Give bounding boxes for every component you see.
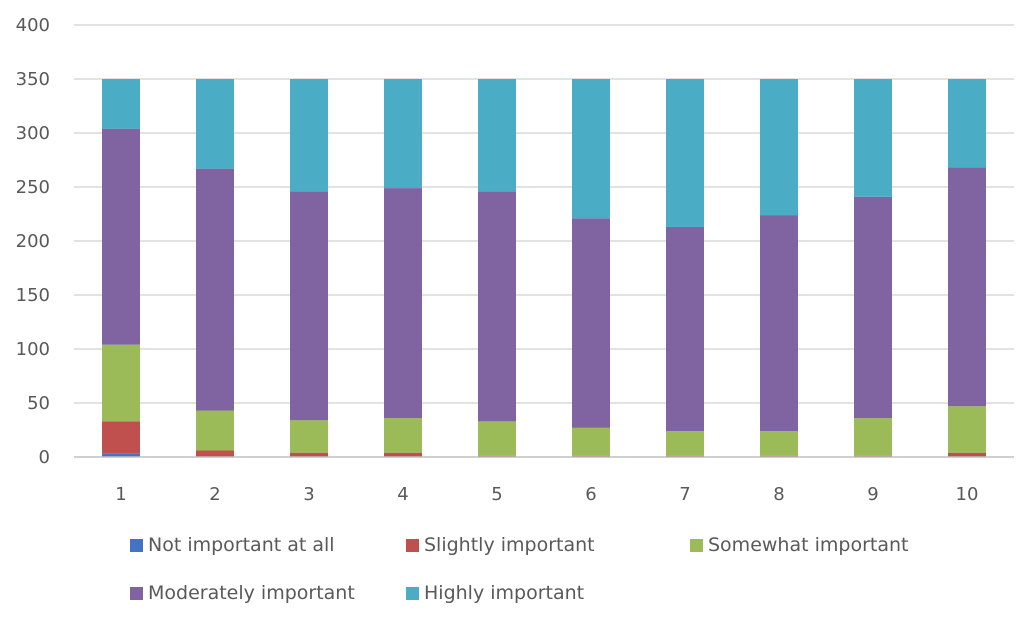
legend-label: Highly important [424, 582, 584, 604]
legend-swatch [130, 587, 143, 600]
bars [102, 79, 986, 457]
y-tick-label: 100 [16, 339, 50, 360]
x-tick-label: 8 [773, 484, 784, 505]
bar-segment-cat-2-series-3 [196, 168, 234, 411]
bar-segment-cat-3-series-2 [290, 420, 328, 453]
x-tick-label: 10 [956, 484, 979, 505]
bar-segment-cat-3-series-1 [290, 452, 328, 457]
bar-segment-cat-4-series-3 [384, 188, 422, 419]
y-tick-label: 50 [27, 393, 50, 414]
bar-segment-cat-7-series-3 [666, 226, 704, 432]
bar-segment-cat-6-series-4 [572, 79, 610, 219]
bar-segment-cat-3-series-3 [290, 191, 328, 421]
legend-swatch [406, 587, 419, 600]
bar-segment-cat-10-series-4 [948, 79, 986, 168]
legend: Not important at all Slightly important So… [130, 534, 908, 604]
bar-segment-cat-8-series-2 [760, 431, 798, 456]
bar-segment-cat-7-series-2 [666, 431, 704, 456]
x-tick-label: 9 [867, 484, 878, 505]
legend-label: Moderately important [148, 582, 355, 604]
legend-item: Not important at all [130, 534, 335, 556]
bar-segment-cat-9-series-2 [854, 418, 892, 456]
bar-segment-cat-5-series-4 [478, 79, 516, 192]
bar-segment-cat-4-series-1 [384, 452, 422, 457]
legend-item: Moderately important [130, 582, 355, 604]
bar-segment-cat-1-series-1 [102, 421, 140, 454]
bar-segment-cat-7-series-4 [666, 79, 704, 227]
y-tick-label: 350 [16, 69, 50, 90]
bar-segment-cat-2-series-2 [196, 410, 234, 451]
bar-segment-cat-10-series-1 [948, 452, 986, 457]
bar-segment-cat-8-series-4 [760, 79, 798, 216]
legend-swatch [130, 539, 143, 552]
bar-segment-cat-9-series-3 [854, 196, 892, 419]
bar-segment-cat-4-series-2 [384, 418, 422, 453]
y-tick-label: 200 [16, 231, 50, 252]
bar-segment-cat-1-series-3 [102, 128, 140, 345]
legend-label: Somewhat important [708, 534, 908, 556]
bar-segment-cat-9-series-4 [854, 79, 892, 197]
x-tick-label: 6 [585, 484, 596, 505]
legend-swatch [406, 539, 419, 552]
bar-segment-cat-2-series-1 [196, 450, 234, 457]
bar-segment-cat-6-series-2 [572, 427, 610, 456]
x-tick-label: 5 [491, 484, 502, 505]
x-axis-tick-labels: 1 2 3 4 5 6 7 8 9 10 [115, 484, 978, 505]
x-tick-label: 2 [209, 484, 220, 505]
bar-segment-cat-2-series-4 [196, 79, 234, 169]
legend-item: Somewhat important [690, 534, 908, 556]
legend-swatch [690, 539, 703, 552]
bar-segment-cat-1-series-0 [102, 453, 140, 457]
y-tick-label: 0 [39, 447, 50, 468]
y-axis-tick-labels: 0 50 100 150 200 250 300 350 400 [16, 15, 50, 468]
x-tick-label: 1 [115, 484, 126, 505]
bar-segment-cat-6-series-3 [572, 218, 610, 428]
bar-segment-cat-10-series-3 [948, 167, 986, 407]
bar-segment-cat-4-series-4 [384, 79, 422, 189]
legend-item: Slightly important [406, 534, 595, 556]
legend-item: Highly important [406, 582, 584, 604]
x-tick-label: 4 [397, 484, 408, 505]
x-tick-label: 3 [303, 484, 314, 505]
bar-segment-cat-3-series-4 [290, 79, 328, 192]
y-tick-label: 150 [16, 285, 50, 306]
x-tick-label: 7 [679, 484, 690, 505]
y-tick-label: 300 [16, 123, 50, 144]
legend-label: Slightly important [424, 534, 595, 556]
bar-segment-cat-1-series-4 [102, 79, 140, 129]
bar-segment-cat-1-series-2 [102, 344, 140, 422]
bar-segment-cat-5-series-3 [478, 191, 516, 422]
legend-label: Not important at all [148, 534, 335, 556]
bar-segment-cat-5-series-2 [478, 421, 516, 456]
y-tick-label: 250 [16, 177, 50, 198]
y-tick-label: 400 [16, 15, 50, 36]
bar-segment-cat-8-series-3 [760, 215, 798, 432]
bar-segment-cat-10-series-2 [948, 406, 986, 453]
